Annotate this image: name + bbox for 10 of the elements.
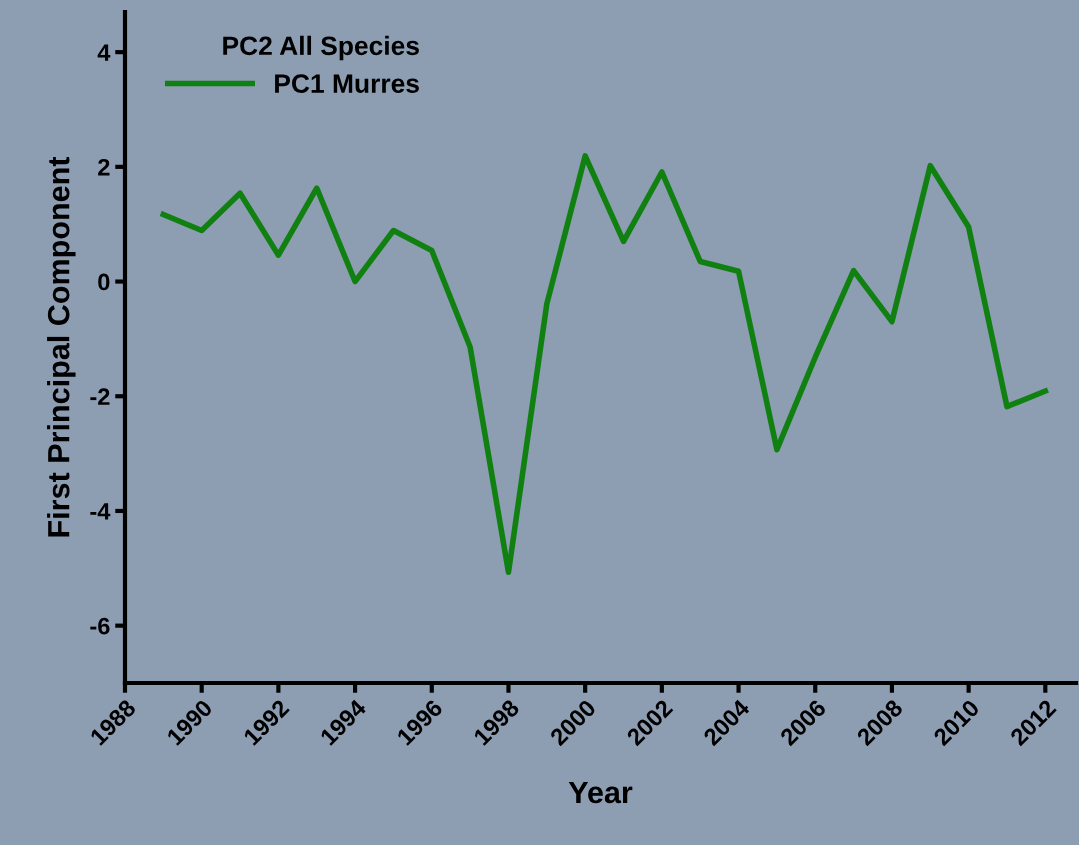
y-tick-label: 0 [98, 273, 110, 291]
legend-label: PC1 Murres [275, 74, 419, 93]
y-axis-title: First Principal Component [47, 156, 76, 537]
y-tick-label: -6 [90, 617, 110, 635]
y-tick-label: 2 [98, 158, 110, 176]
y-tick-label: -2 [90, 388, 110, 405]
legend-title: PC2 All Species [223, 35, 419, 61]
x-axis-title: Year [568, 781, 633, 804]
y-tick-label: 4 [97, 44, 111, 61]
y-tick-label: -4 [90, 503, 111, 520]
